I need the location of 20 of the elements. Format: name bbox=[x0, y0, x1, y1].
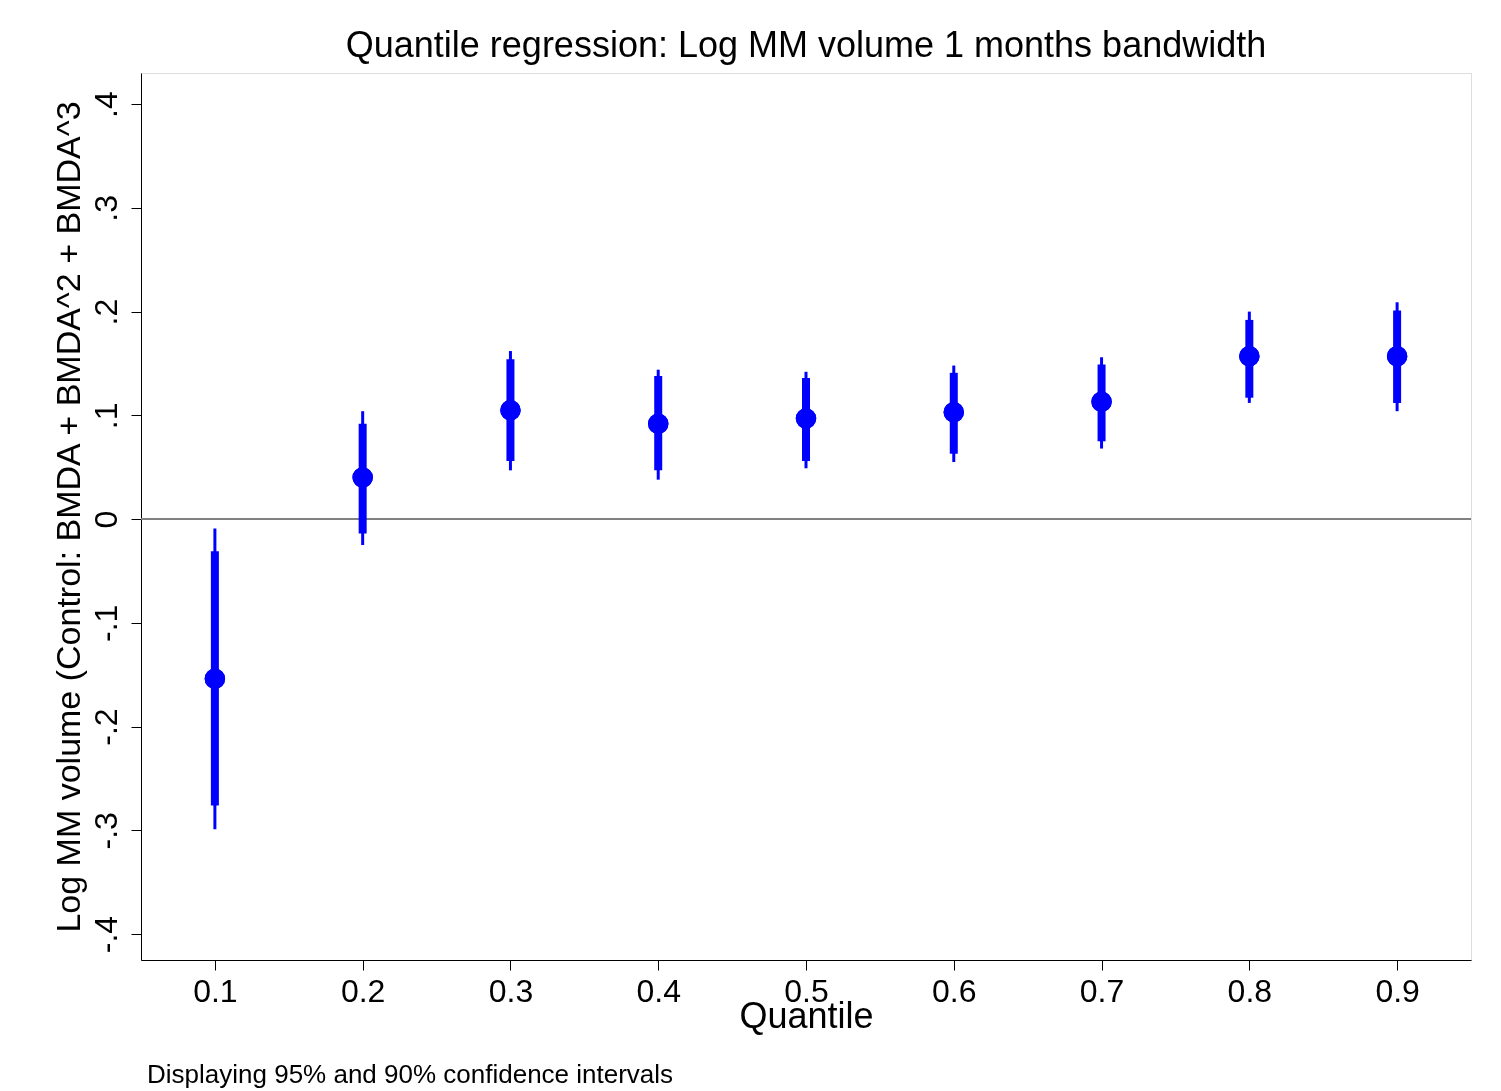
y-tick-label: .4 bbox=[87, 91, 124, 118]
x-tick-label: 0.6 bbox=[932, 972, 977, 1009]
y-axis-title: Log MM volume (Control: BMDA + BMDA^2 + BMDA^3 bbox=[48, 101, 87, 933]
x-tick-label: 0.4 bbox=[636, 972, 681, 1009]
x-tick-label: 0.8 bbox=[1227, 972, 1273, 1009]
y-tick-label: -.3 bbox=[87, 812, 124, 850]
y-tick-label: 0 bbox=[87, 510, 124, 529]
x-tick-label: 0.7 bbox=[1079, 972, 1125, 1009]
text: Displaying 95% and 90% confidence intervals bbox=[147, 1059, 674, 1089]
x-tick-label: 0.3 bbox=[488, 972, 534, 1009]
y-tick-label: -.1 bbox=[87, 604, 124, 643]
y-tick-label: .3 bbox=[87, 195, 124, 222]
x-tick-label: 0.1 bbox=[193, 972, 238, 1009]
chart-title: Quantile regression: Log MM volume 1 months bandwidth bbox=[345, 24, 1267, 65]
x-tick-label: 0.9 bbox=[1375, 972, 1420, 1009]
x-tick-label: 0.2 bbox=[340, 972, 386, 1009]
y-tick-label: -.2 bbox=[87, 708, 124, 746]
y-tick-label: -.4 bbox=[87, 915, 124, 954]
y-tick-label: .1 bbox=[87, 402, 124, 430]
y-tick-label: .2 bbox=[87, 298, 124, 326]
